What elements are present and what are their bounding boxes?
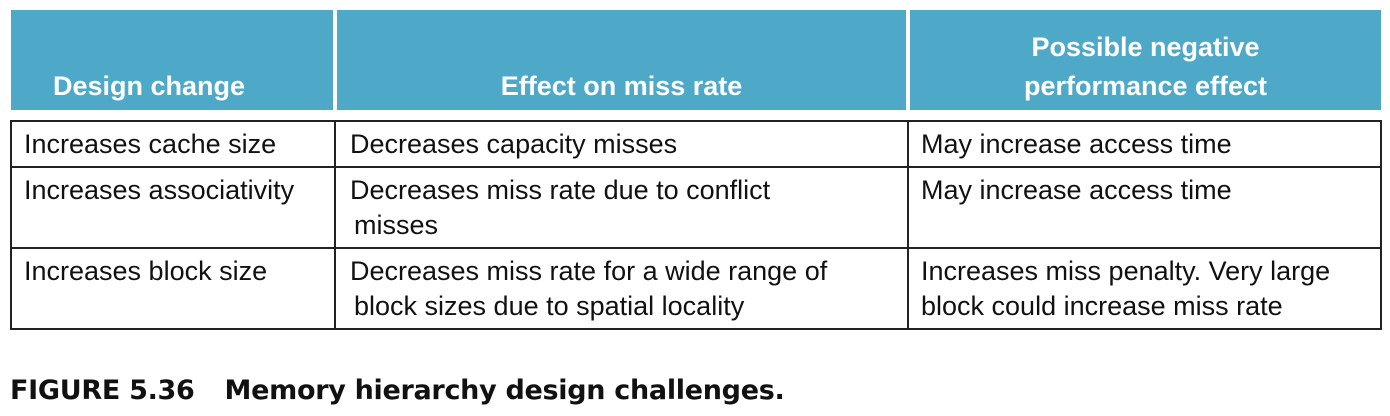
header-spacer	[11, 110, 1381, 121]
effect-cell: Decreases miss rate for a wide range of …	[334, 247, 909, 330]
header-negative-effect-line-1: Possible negative	[1031, 32, 1260, 62]
negative-effect-cell: May increase access time	[907, 120, 1382, 168]
effect-text-line-1: Decreases miss rate due to conflict	[350, 175, 771, 205]
design-change-text: Increases associativity	[24, 175, 295, 205]
header-row: Design change Effect on miss rate Possib…	[11, 10, 1381, 110]
negative-effect-cell: May increase access time	[907, 166, 1382, 249]
design-challenges-table: Design change Effect on miss rate Possib…	[10, 10, 1382, 330]
table-row: Increases cache size Decreases capacity …	[10, 120, 1382, 168]
negative-effect-text-line-1: May increase access time	[921, 129, 1232, 159]
effect-cell: Decreases miss rate due to conflict miss…	[334, 166, 909, 249]
design-change-text: Increases block size	[24, 256, 268, 286]
header-effect-on-miss-rate-line-1: Effect on miss rate	[500, 71, 743, 101]
effect-text-line-1: Decreases miss rate for a wide range of	[350, 256, 828, 286]
effect-text-line-1: Decreases capacity misses	[350, 129, 678, 159]
design-change-cell: Increases associativity	[10, 166, 336, 249]
header-negative-effect-line-2: performance effect	[1023, 71, 1268, 101]
design-change-cell: Increases cache size	[10, 120, 336, 168]
header-design-change: Design change	[11, 10, 337, 110]
header-effect-on-miss-rate: Effect on miss rate	[333, 10, 910, 110]
design-change-cell: Increases block size	[10, 247, 336, 330]
figure-number: FIGURE 5.36	[10, 375, 195, 406]
effect-cell: Decreases capacity misses	[334, 120, 909, 168]
effect-text-line-2: block sizes due to spatial locality	[354, 291, 745, 321]
negative-effect-text-line-1: Increases miss penalty. Very large	[921, 256, 1331, 286]
negative-effect-text-line-1: May increase access time	[921, 175, 1232, 205]
effect-text-line-2: misses	[354, 210, 439, 240]
table-row: Increases associativity Decreases miss r…	[10, 166, 1382, 249]
figure-title: Memory hierarchy design challenges.	[224, 375, 785, 406]
negative-effect-text-line-2: block could increase miss rate	[921, 291, 1283, 321]
header-design-change-line-1: Design change	[53, 71, 246, 101]
design-challenges-table-container: Design change Effect on miss rate Possib…	[10, 10, 1382, 330]
figure-caption: FIGURE 5.36 Memory hierarchy design chall…	[10, 375, 785, 406]
design-change-text: Increases cache size	[24, 129, 277, 159]
negative-effect-cell: Increases miss penalty. Very large block…	[907, 247, 1382, 330]
header-negative-performance-effect: Possible negative performance effect	[906, 10, 1381, 110]
table-row: Increases block size Decreases miss rate…	[10, 247, 1382, 330]
